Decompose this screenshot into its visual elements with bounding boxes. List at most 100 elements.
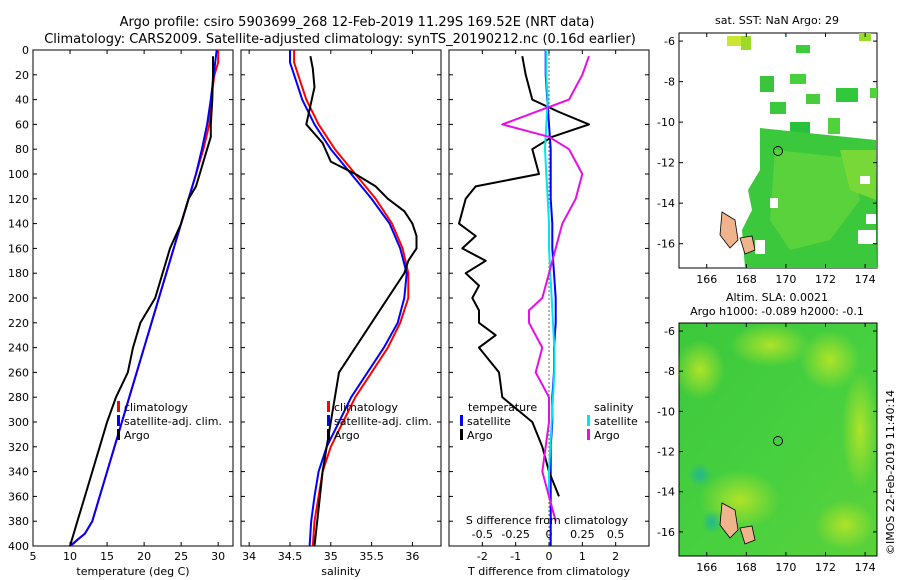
y-tick-label: 80: [15, 143, 29, 156]
map-x-tick-label: 166: [696, 561, 717, 574]
salinity-panel: 34 34.5 35 35.5 36 salinity: [240, 49, 442, 578]
x-tick-label: 36: [405, 550, 419, 563]
x2-tick-label: 0.5: [607, 528, 625, 541]
x-tick-label: 34.5: [278, 550, 303, 563]
map-y-tick-label: -16: [657, 238, 675, 251]
figure-title-line2: Climatology: CARS2009. Satellite-adjuste…: [44, 32, 636, 47]
legend-label-satellite: satellite-adj. clim.: [124, 415, 222, 428]
y-tick-label: 60: [15, 118, 29, 131]
sla-map-title-line1: Altim. SLA: 0.0021: [726, 291, 828, 304]
sst-map: sat. SST: NaN Argo: 29: [657, 14, 878, 286]
map-y-tick-label: -8: [664, 76, 675, 89]
series-argo: [305, 56, 418, 547]
legend-label-argo: Argo: [334, 429, 360, 442]
legend-label-t-satellite: satellite: [467, 415, 511, 428]
axes-frame: [240, 49, 442, 547]
legend-label-climatology: climatology: [334, 401, 398, 414]
legend-swatch-climatology: [327, 401, 330, 412]
sst-map-ticks: 166 168 170 172 174 -6 -8 -10 -12 -14 -16: [657, 33, 877, 286]
x-tick-label: -2: [477, 550, 488, 563]
map-x-tick-label: 172: [815, 273, 836, 286]
series-climatology: [293, 50, 410, 547]
legend-swatch-s-satellite: [587, 415, 590, 426]
x-tick-label: 15: [100, 550, 114, 563]
x-tick-label: -1: [510, 550, 521, 563]
map-x-tick-label: 168: [736, 273, 757, 286]
y-tick-label: 320: [8, 441, 29, 454]
x-tick-label: 0: [546, 550, 553, 563]
x2-tick-label: -0.5: [472, 528, 493, 541]
map-y-tick-label: -10: [657, 116, 675, 129]
y-tick-label: 0: [22, 44, 29, 57]
legend-label-t-argo: Argo: [467, 429, 493, 442]
legend-swatch-climatology: [117, 401, 120, 412]
y-tick-label: 20: [15, 69, 29, 82]
series-s-satellite: [544, 50, 556, 497]
salinity-legend: climatology satellite-adj. clim. Argo: [327, 401, 432, 442]
legend-swatch-s-argo: [587, 429, 590, 440]
sla-map-ticks: 166 168 170 172 174 -6 -8 -10 -12 -14 -16: [657, 323, 877, 574]
legend-swatch-t-argo: [460, 429, 463, 440]
y-tick-label: 100: [8, 168, 29, 181]
x-tick-label: 34: [242, 550, 256, 563]
legend-title-temperature: temperature: [468, 401, 537, 414]
map-y-tick-label: -14: [657, 197, 675, 210]
map-x-tick-label: 166: [696, 273, 717, 286]
x-tick-label: 10: [63, 550, 77, 563]
map-x-tick-label: 174: [855, 561, 876, 574]
x-tick-label: 25: [174, 550, 188, 563]
map-y-tick-label: -6: [664, 35, 675, 48]
map-y-tick-label: -14: [657, 486, 675, 499]
axes-frame: [32, 49, 234, 547]
y-tick-label: 340: [8, 466, 29, 479]
x-tick-label: 2: [612, 550, 619, 563]
y-tick-label: 400: [8, 540, 29, 553]
legend-label-argo: Argo: [124, 429, 150, 442]
y-tick-label: 300: [8, 416, 29, 429]
sst-map-title: sat. SST: NaN Argo: 29: [715, 14, 839, 27]
legend-label-climatology: climatology: [124, 401, 188, 414]
x2-tick-label: 0: [546, 528, 553, 541]
x2-tick-label: 0.25: [570, 528, 595, 541]
sla-map-title-line2: Argo h1000: -0.089 h2000: -0.1: [690, 305, 864, 318]
y-tick-label: 240: [8, 342, 29, 355]
map-y-tick-label: -10: [657, 405, 675, 418]
x-tick-label: 30: [211, 550, 225, 563]
x-tick-label: 20: [137, 550, 151, 563]
map-x-tick-label: 168: [736, 561, 757, 574]
imos-credit: ©IMOS 22-Feb-2019 11:40:14: [884, 390, 897, 555]
x2-tick-label: -0.25: [501, 528, 529, 541]
legend-swatch-t-satellite: [460, 415, 463, 426]
legend-label-satellite: satellite-adj. clim.: [334, 415, 432, 428]
sla-map: Altim. SLA: 0.0021 Argo h1000: -0.089 h2…: [657, 291, 878, 574]
map-x-tick-label: 172: [815, 561, 836, 574]
difference-legend: temperature satellite Argo salinity sate…: [460, 401, 638, 442]
temperature-panel: 0 20 40 60 80 100 120 140 160 180 200 220 240 260 280 3…: [8, 44, 234, 578]
legend-label-s-argo: Argo: [594, 429, 620, 442]
y-tick-label: 200: [8, 292, 29, 305]
y-tick-label: 360: [8, 490, 29, 503]
y-tick-label: 260: [8, 366, 29, 379]
legend-title-salinity: salinity: [594, 401, 634, 414]
map-y-tick-label: -6: [664, 325, 675, 338]
map-y-tick-label: -8: [664, 365, 675, 378]
x-tick-label: 35: [324, 550, 338, 563]
legend-swatch-satellite: [327, 415, 330, 426]
map-y-tick-label: -12: [657, 446, 675, 459]
x-tick-label: 1: [579, 550, 586, 563]
s-difference-axis-label: S difference from climatology: [466, 514, 629, 527]
series-satellite-adj-clim-: [69, 49, 218, 547]
x-axis-label: temperature (deg C): [76, 565, 189, 578]
y-tick-label: 220: [8, 317, 29, 330]
difference-panel: -2 -1 0 1 2 T difference from climatology -0.5…: [448, 49, 650, 578]
sst-map-pixels: [719, 33, 877, 268]
y-tick-label: 120: [8, 193, 29, 206]
y-tick-label: 40: [15, 94, 29, 107]
y-tick-label: 380: [8, 515, 29, 528]
legend-swatch-satellite: [117, 415, 120, 426]
legend-swatch-argo: [327, 429, 330, 440]
figure-title-line1: Argo profile: csiro 5903699_268 12-Feb-2…: [120, 15, 595, 30]
x-tick-label: 5: [30, 550, 37, 563]
map-x-tick-label: 174: [855, 273, 876, 286]
